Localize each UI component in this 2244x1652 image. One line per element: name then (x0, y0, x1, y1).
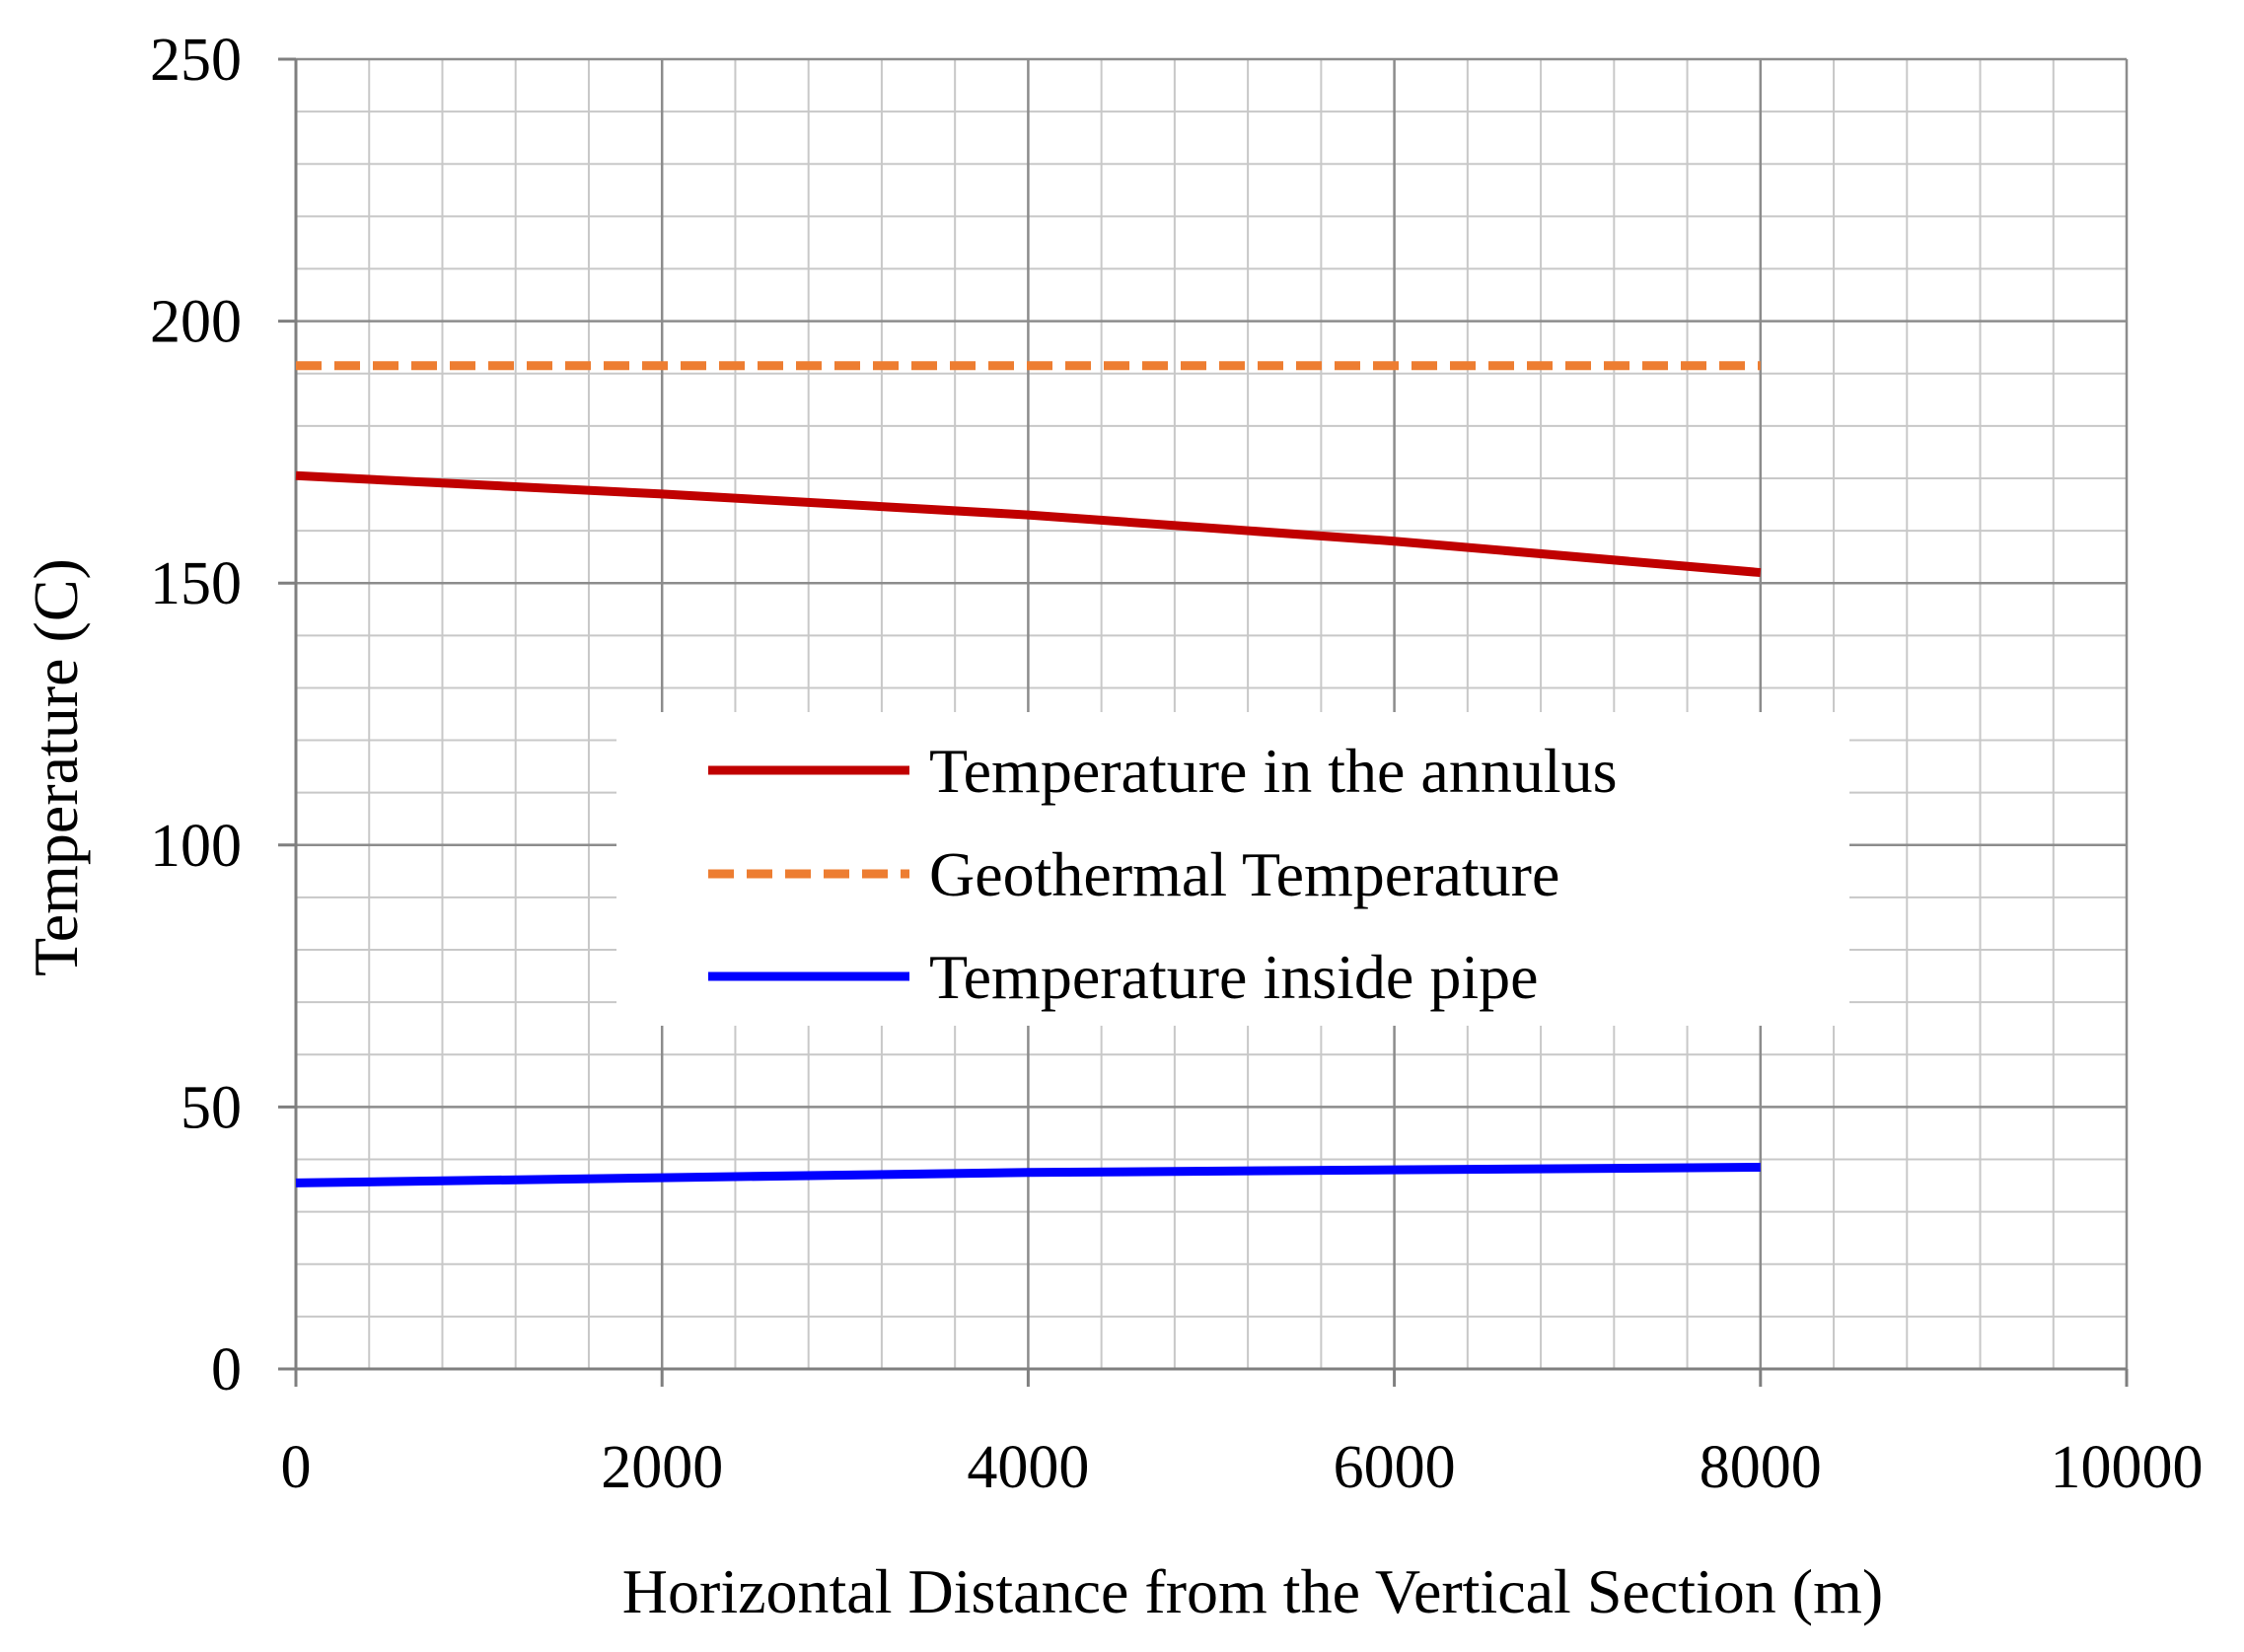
y-tick-label: 50 (181, 1074, 242, 1141)
x-tick-label: 2000 (601, 1434, 723, 1501)
series-line-temperature-in-the-annulus (295, 470, 1762, 578)
y-tick-label: 0 (211, 1336, 242, 1403)
series-line-temperature-inside-pipe (295, 1162, 1761, 1187)
x-tick-label: 0 (281, 1434, 312, 1501)
legend-label: Temperature in the annulus (929, 736, 1618, 806)
axes (278, 57, 2129, 1387)
y-tick-label: 150 (150, 550, 242, 617)
series-layer (295, 361, 1762, 1187)
y-tick-label: 100 (150, 813, 242, 880)
legend: Temperature in the annulus Geothermal Tem… (616, 712, 1849, 1026)
y-tick-label: 250 (150, 27, 242, 94)
legend-label: Temperature inside pipe (929, 942, 1539, 1012)
x-tick-label: 6000 (1334, 1434, 1456, 1501)
x-tick-label: 10000 (2051, 1434, 2204, 1501)
x-tick-label: 8000 (1700, 1434, 1822, 1501)
y-tick-label: 200 (150, 289, 242, 356)
y-axis-title: Temperature (C) (21, 558, 91, 976)
x-tick-label: 4000 (967, 1434, 1089, 1501)
tick-labels: 0 50 100 150 200 250 0 2000 4000 6000 8000 10000 (150, 27, 2204, 1501)
legend-label: Geothermal Temperature (929, 839, 1559, 909)
x-axis-title: Horizontal Distance from the Vertical Se… (622, 1556, 1883, 1626)
